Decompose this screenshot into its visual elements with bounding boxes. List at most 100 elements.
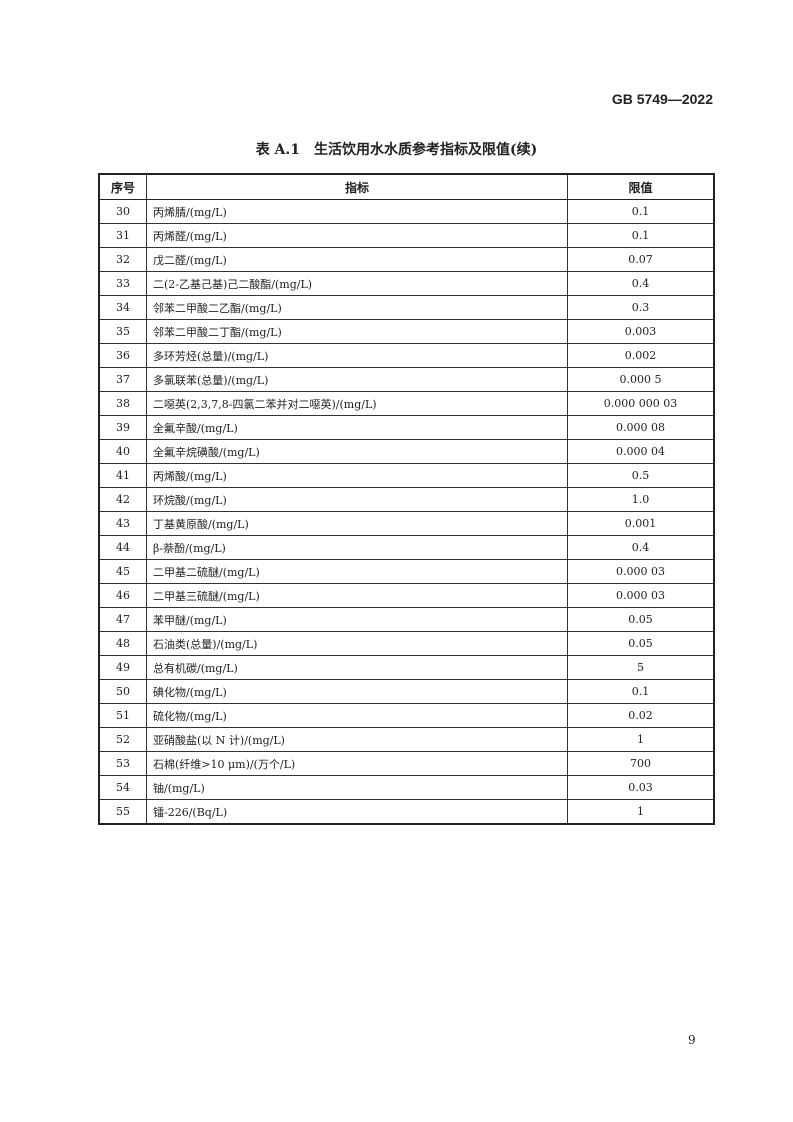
row-number: 33 (98, 271, 147, 296)
table-row: 53 石棉(纤维>10 μm)/(万个/L) 700 (98, 751, 715, 776)
limit-value: 1.0 (567, 487, 715, 512)
table-row: 51 硫化物/(mg/L) 0.02 (98, 703, 715, 728)
row-number: 35 (98, 319, 147, 344)
row-number: 44 (98, 535, 147, 560)
table-row: 54 铀/(mg/L) 0.03 (98, 775, 715, 800)
limit-value: 0.000 5 (567, 367, 715, 392)
table-row: 45 二甲基二硫醚/(mg/L) 0.000 03 (98, 559, 715, 584)
limit-value: 1 (567, 799, 715, 825)
limit-value: 5 (567, 655, 715, 680)
limit-value: 0.5 (567, 463, 715, 488)
limit-value: 0.000 04 (567, 439, 715, 464)
indicator-name: 亚硝酸盐(以 N 计)/(mg/L) (146, 727, 568, 752)
limit-value: 0.3 (567, 295, 715, 320)
limit-value: 0.4 (567, 535, 715, 560)
table-row: 33 二(2-乙基己基)己二酸酯/(mg/L) 0.4 (98, 271, 715, 296)
row-number: 54 (98, 775, 147, 800)
limit-value: 0.4 (567, 271, 715, 296)
limit-value: 0.000 08 (567, 415, 715, 440)
row-number: 45 (98, 559, 147, 584)
indicator-name: 石棉(纤维>10 μm)/(万个/L) (146, 751, 568, 776)
row-number: 40 (98, 439, 147, 464)
indicator-name: 邻苯二甲酸二丁酯/(mg/L) (146, 319, 568, 344)
table-row: 42 环烷酸/(mg/L) 1.0 (98, 487, 715, 512)
row-number: 36 (98, 343, 147, 368)
indicator-name: 二甲基三硫醚/(mg/L) (146, 583, 568, 608)
table-row: 52 亚硝酸盐(以 N 计)/(mg/L) 1 (98, 727, 715, 752)
row-number: 43 (98, 511, 147, 536)
limit-value: 0.000 03 (567, 583, 715, 608)
indicator-name: 全氟辛烷磺酸/(mg/L) (146, 439, 568, 464)
column-header-indicator: 指标 (146, 173, 568, 200)
row-number: 46 (98, 583, 147, 608)
row-number: 34 (98, 295, 147, 320)
row-number: 48 (98, 631, 147, 656)
column-header-limit: 限值 (567, 173, 715, 200)
table-row: 40 全氟辛烷磺酸/(mg/L) 0.000 04 (98, 439, 715, 464)
row-number: 39 (98, 415, 147, 440)
row-number: 38 (98, 391, 147, 416)
row-number: 53 (98, 751, 147, 776)
limit-value: 0.000 03 (567, 559, 715, 584)
indicator-name: β-萘酚/(mg/L) (146, 535, 568, 560)
indicator-name: 苯甲醚/(mg/L) (146, 607, 568, 632)
row-number: 31 (98, 223, 147, 248)
table-row: 48 石油类(总量)/(mg/L) 0.05 (98, 631, 715, 656)
table-row: 36 多环芳烃(总量)/(mg/L) 0.002 (98, 343, 715, 368)
table-row: 55 镭-226/(Bq/L) 1 (98, 799, 715, 825)
limit-value: 0.03 (567, 775, 715, 800)
row-number: 41 (98, 463, 147, 488)
row-number: 47 (98, 607, 147, 632)
limit-value: 0.002 (567, 343, 715, 368)
row-number: 52 (98, 727, 147, 752)
table-row: 39 全氟辛酸/(mg/L) 0.000 08 (98, 415, 715, 440)
table-row: 37 多氯联苯(总量)/(mg/L) 0.000 5 (98, 367, 715, 392)
indicator-name: 二(2-乙基己基)己二酸酯/(mg/L) (146, 271, 568, 296)
indicator-name: 多环芳烃(总量)/(mg/L) (146, 343, 568, 368)
indicator-name: 二噁英(2,3,7,8-四氯二苯并对二噁英)/(mg/L) (146, 391, 568, 416)
indicator-name: 多氯联苯(总量)/(mg/L) (146, 367, 568, 392)
limit-value: 0.02 (567, 703, 715, 728)
table-row: 34 邻苯二甲酸二乙酯/(mg/L) 0.3 (98, 295, 715, 320)
indicator-name: 总有机碳/(mg/L) (146, 655, 568, 680)
limit-value: 0.1 (567, 223, 715, 248)
table-row: 49 总有机碳/(mg/L) 5 (98, 655, 715, 680)
table-row: 44 β-萘酚/(mg/L) 0.4 (98, 535, 715, 560)
row-number: 50 (98, 679, 147, 704)
table-row: 35 邻苯二甲酸二丁酯/(mg/L) 0.003 (98, 319, 715, 344)
limit-value: 0.05 (567, 607, 715, 632)
row-number: 49 (98, 655, 147, 680)
limit-value: 0.05 (567, 631, 715, 656)
standard-number: GB 5749—2022 (611, 91, 713, 107)
limit-value: 0.000 000 03 (567, 391, 715, 416)
limit-value: 0.07 (567, 247, 715, 272)
table-title: 表 A.1 生活饮用水水质参考指标及限值(续) (255, 142, 538, 158)
indicator-name: 丙烯酸/(mg/L) (146, 463, 568, 488)
column-header-number: 序号 (98, 173, 147, 200)
limit-value: 700 (567, 751, 715, 776)
indicator-name: 邻苯二甲酸二乙酯/(mg/L) (146, 295, 568, 320)
table-row: 43 丁基黄原酸/(mg/L) 0.001 (98, 511, 715, 536)
limit-value: 0.1 (567, 199, 715, 224)
table-header-row: 序号 指标 限值 (98, 173, 715, 200)
indicator-name: 石油类(总量)/(mg/L) (146, 631, 568, 656)
indicator-name: 丙烯腈/(mg/L) (146, 199, 568, 224)
row-number: 51 (98, 703, 147, 728)
table-row: 30 丙烯腈/(mg/L) 0.1 (98, 199, 715, 224)
limit-value: 0.003 (567, 319, 715, 344)
row-number: 37 (98, 367, 147, 392)
indicator-name: 全氟辛酸/(mg/L) (146, 415, 568, 440)
limit-value: 1 (567, 727, 715, 752)
indicator-name: 二甲基二硫醚/(mg/L) (146, 559, 568, 584)
indicator-name: 铀/(mg/L) (146, 775, 568, 800)
indicator-name: 丙烯醛/(mg/L) (146, 223, 568, 248)
indicator-name: 丁基黄原酸/(mg/L) (146, 511, 568, 536)
table-row: 46 二甲基三硫醚/(mg/L) 0.000 03 (98, 583, 715, 608)
row-number: 42 (98, 487, 147, 512)
indicator-name: 碘化物/(mg/L) (146, 679, 568, 704)
page-number: 9 (688, 1033, 696, 1047)
indicator-name: 硫化物/(mg/L) (146, 703, 568, 728)
table-row: 47 苯甲醚/(mg/L) 0.05 (98, 607, 715, 632)
limit-value: 0.1 (567, 679, 715, 704)
